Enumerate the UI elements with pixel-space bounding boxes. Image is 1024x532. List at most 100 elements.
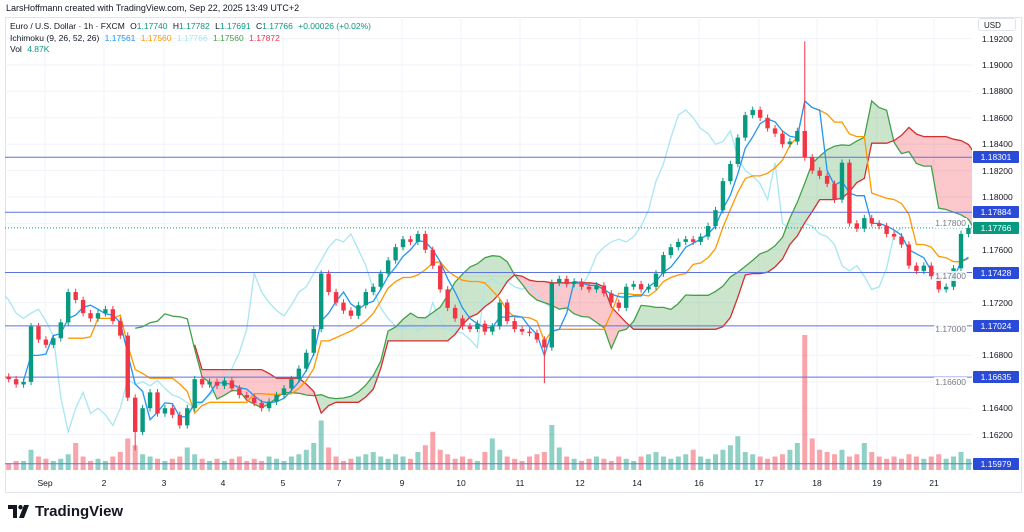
volume-title[interactable]: Vol (10, 44, 22, 54)
volume-bar (660, 456, 666, 470)
candle-body (594, 285, 599, 290)
candle-body (125, 335, 130, 398)
candle-body (862, 218, 867, 229)
volume-bar (88, 461, 94, 470)
time-tick: 5 (280, 478, 286, 488)
volume-bar (155, 458, 160, 470)
volume-bar (125, 438, 131, 470)
ichimoku-cloud-segment (596, 283, 604, 328)
candle-body (921, 265, 927, 271)
horizontal-level-tag[interactable]: 1.15979 (973, 457, 1019, 470)
candle-body (452, 307, 458, 319)
price-tick: 1.16200 (982, 429, 1013, 440)
volume-bar (21, 461, 27, 470)
candle-body (601, 285, 607, 294)
ichimoku-title[interactable]: Ichimoku (9, 26, 52, 26) (10, 32, 100, 43)
ichimoku-cloud-segment (752, 253, 761, 274)
price-change: +0.00026 (+0.02%) (298, 21, 372, 31)
candle-body (266, 401, 272, 409)
volume-bar (675, 456, 681, 470)
candle-body (341, 302, 346, 311)
horizontal-level-tag[interactable]: 1.17428 (973, 266, 1019, 279)
price-tick: 1.19000 (982, 60, 1013, 70)
candle-body (683, 239, 688, 242)
candle-body (311, 329, 316, 353)
candle-body (504, 302, 510, 322)
price-chart[interactable] (5, 17, 972, 472)
candle-body (839, 162, 845, 200)
ichimoku-cloud-segment (536, 281, 545, 303)
horizontal-level-tag[interactable]: 1.17024 (973, 319, 1019, 332)
volume-bar (296, 454, 302, 470)
volume-bar (467, 458, 473, 470)
ichimoku-cloud-segment (715, 286, 723, 330)
volume-bar (13, 461, 19, 470)
candle-body (318, 273, 324, 329)
time-tick: 2 (101, 478, 107, 488)
volume-bar (705, 458, 711, 470)
candle-body (720, 181, 726, 211)
volume-bar (65, 454, 71, 470)
ichimoku-cloud-segment (693, 295, 701, 330)
candle-body (423, 233, 428, 250)
ichimoku-chikou-value: 1.17766 (176, 32, 208, 43)
candle-body (676, 241, 681, 248)
ichimoku-cloud-segment (373, 361, 381, 390)
volume-bar (6, 463, 12, 470)
ichimoku-cloud-segment (641, 305, 649, 330)
volume-bar (527, 456, 532, 470)
volume-bar (839, 449, 845, 470)
currency-button[interactable]: USD (978, 18, 1016, 31)
volume-bar (333, 456, 339, 470)
volume-bar (58, 458, 64, 470)
volume-bar (117, 452, 123, 470)
candle-body (185, 408, 190, 426)
ichimoku-cloud-segment (708, 291, 716, 330)
candle-body (348, 310, 354, 316)
ichimoku-cloud-segment (202, 369, 210, 383)
time-tick: 7 (336, 478, 342, 488)
candle-body (847, 162, 852, 224)
candle-body (609, 293, 614, 303)
volume-bar (899, 458, 904, 470)
candle-body (653, 273, 659, 287)
candle-body (713, 210, 718, 227)
price-tick: 1.16800 (982, 350, 1013, 361)
price-tick: 1.16600 (934, 376, 967, 387)
candle-body (482, 323, 488, 332)
ichimoku-cloud-segment (946, 136, 954, 213)
candle-body (43, 339, 49, 345)
volume-bar (913, 456, 919, 470)
volume-bar (772, 456, 778, 470)
ichimoku-cloud-segment (469, 263, 478, 318)
candle-body (929, 265, 934, 277)
horizontal-level-tag[interactable]: 1.17884 (973, 206, 1019, 219)
horizontal-level-tag[interactable]: 1.16635 (973, 371, 1019, 384)
price-tick: 1.18000 (982, 192, 1013, 202)
volume-bar (809, 438, 815, 470)
candle-body (824, 175, 830, 184)
volume-bar (891, 456, 897, 470)
ichimoku-cloud-segment (395, 319, 404, 341)
ichimoku-span-b-value: 1.17872 (249, 32, 280, 43)
candle-body (244, 395, 249, 398)
tradingview-logo[interactable]: TradingView (8, 503, 123, 520)
candle-body (579, 281, 584, 287)
candle-body (393, 247, 398, 261)
ichimoku-cloud-segment (879, 107, 887, 144)
horizontal-level-tag[interactable]: 1.18301 (973, 151, 1019, 164)
symbol-title[interactable]: Euro / U.S. Dollar · 1h · FXCM (10, 21, 125, 31)
chart-frame (5, 17, 1022, 493)
candle-body (571, 281, 577, 285)
candle-body (6, 376, 11, 380)
candle-body (936, 276, 941, 290)
candle-body (356, 305, 361, 316)
volume-bar (110, 456, 116, 470)
ichimoku-cloud-segment (760, 251, 768, 274)
volume-bar (430, 431, 436, 470)
candle-body (438, 265, 443, 290)
volume-bar (460, 456, 466, 470)
time-tick: 16 (694, 478, 704, 488)
candle-body (281, 388, 287, 395)
volume-bar (348, 458, 354, 470)
